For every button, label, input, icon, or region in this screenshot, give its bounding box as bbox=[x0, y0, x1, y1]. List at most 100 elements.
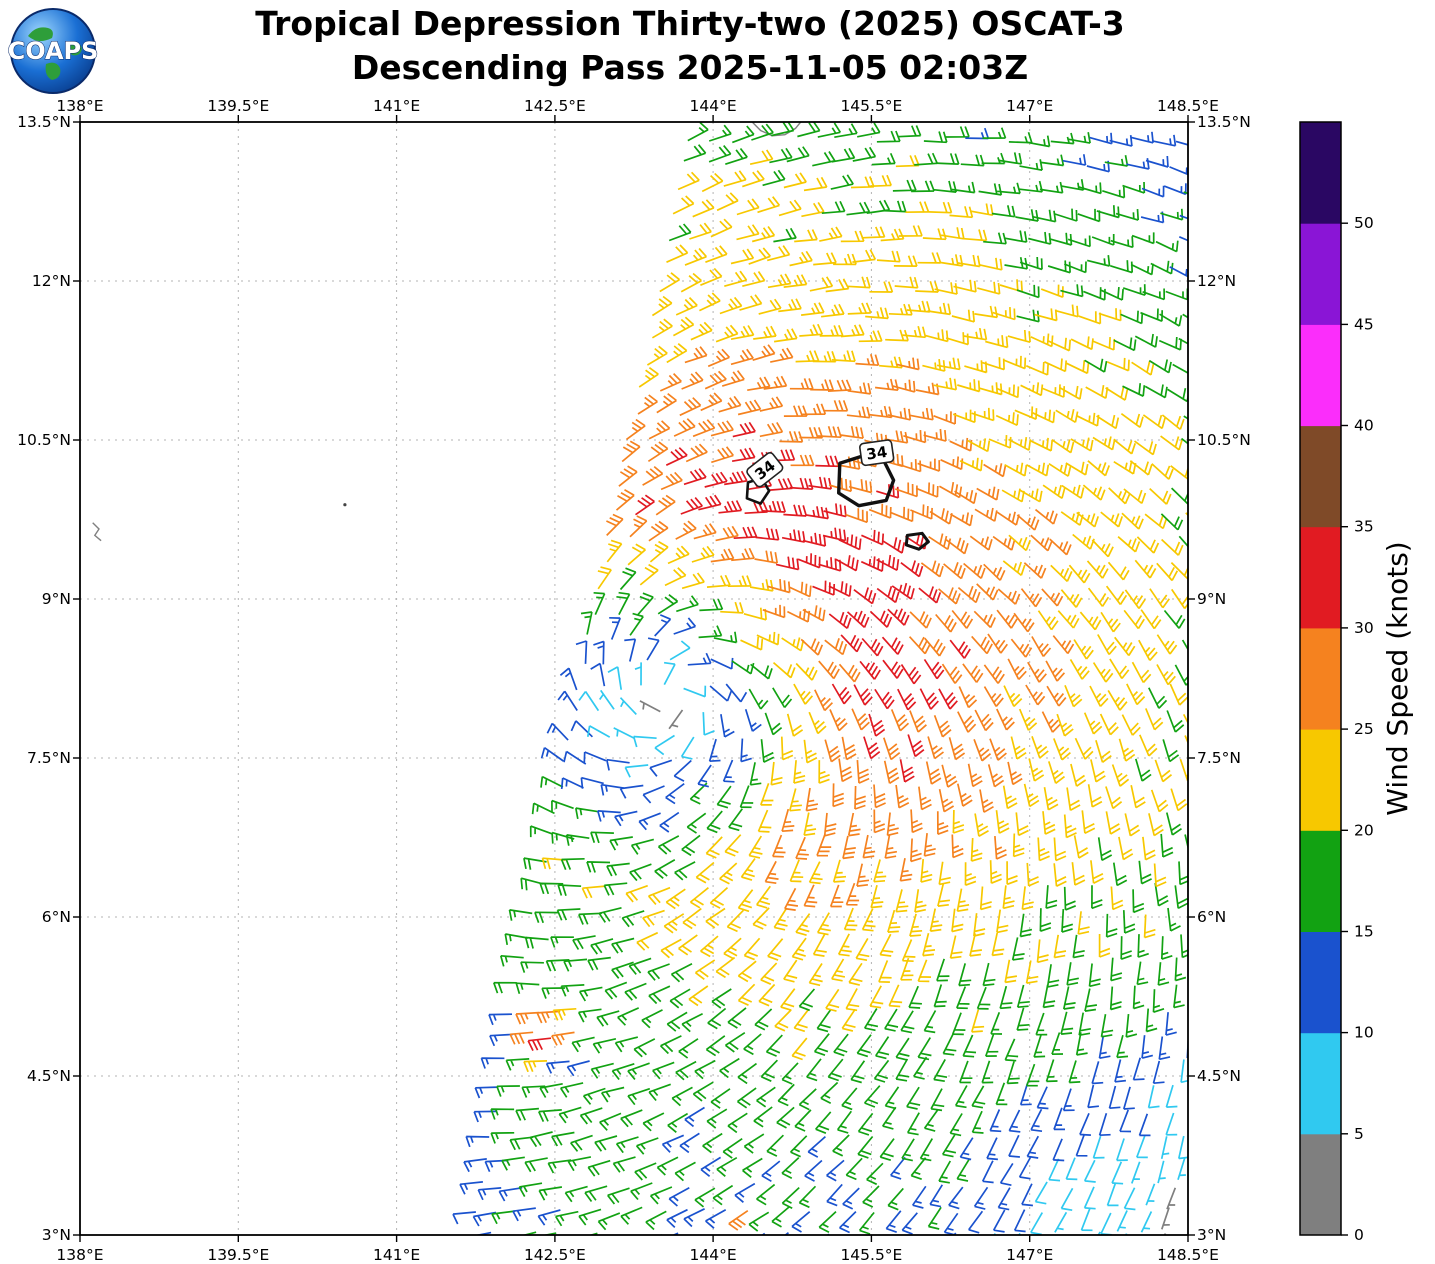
wind-barb bbox=[1047, 260, 1071, 274]
wind-barb bbox=[1130, 131, 1154, 144]
wind-barb bbox=[1016, 984, 1030, 1009]
wind-barb bbox=[1040, 154, 1065, 167]
wind-barb bbox=[639, 700, 661, 713]
wind-barb bbox=[990, 1011, 1003, 1035]
wind-barb bbox=[612, 1156, 636, 1173]
wind-barb bbox=[1108, 487, 1131, 505]
wind-barb bbox=[769, 147, 793, 164]
wind-barb bbox=[1066, 360, 1090, 375]
wind-barb bbox=[1019, 1082, 1032, 1106]
wind-barb bbox=[465, 1135, 490, 1148]
wind-barb bbox=[736, 224, 760, 241]
wind-barb bbox=[857, 1135, 874, 1159]
wind-barb bbox=[716, 785, 732, 809]
wind-barb bbox=[570, 720, 593, 738]
wind-barb bbox=[758, 298, 782, 315]
wind-barb bbox=[847, 302, 872, 315]
y-tick-label: 4.5°N bbox=[1197, 1067, 1241, 1085]
wind-barb bbox=[1134, 758, 1152, 782]
wind-barb bbox=[1041, 588, 1064, 607]
wind-barb bbox=[1055, 409, 1079, 424]
wind-barb bbox=[1145, 1183, 1156, 1206]
colorbar-segment bbox=[1300, 627, 1341, 730]
wind-barb bbox=[737, 1087, 757, 1109]
wind-barb bbox=[534, 911, 558, 924]
wind-barb bbox=[704, 471, 728, 488]
wind-barb bbox=[1098, 1035, 1111, 1060]
wind-barb bbox=[840, 426, 864, 440]
wind-barb bbox=[968, 1210, 984, 1234]
wind-barb bbox=[828, 581, 852, 598]
wind-barb bbox=[620, 1109, 643, 1128]
wind-barb bbox=[798, 1185, 817, 1209]
wind-barb bbox=[566, 1060, 590, 1077]
wind-barb bbox=[1044, 358, 1068, 373]
wind-barb bbox=[1118, 738, 1136, 762]
wind-barb bbox=[586, 861, 611, 873]
wind-barb bbox=[1021, 1183, 1033, 1207]
wind-barb bbox=[847, 382, 872, 395]
wind-barb bbox=[846, 610, 870, 629]
wind-barb bbox=[942, 1032, 957, 1056]
wind-barb bbox=[1145, 155, 1169, 168]
wind-barb bbox=[803, 884, 818, 908]
wind-barb bbox=[808, 861, 823, 885]
wind-barb bbox=[1166, 1187, 1177, 1210]
wind-barb bbox=[619, 567, 637, 591]
wind-barb bbox=[827, 1058, 844, 1082]
wind-barb bbox=[675, 297, 698, 316]
wind-barb bbox=[564, 1185, 588, 1203]
wind-barb bbox=[711, 446, 734, 464]
wind-barb bbox=[983, 563, 1006, 581]
wind-barb bbox=[893, 255, 918, 267]
coastlines bbox=[92, 122, 802, 542]
wind-barb bbox=[885, 1210, 902, 1234]
wind-barb bbox=[976, 583, 999, 601]
wind-barb bbox=[938, 789, 955, 813]
wind-barb bbox=[736, 198, 760, 216]
wind-barb bbox=[700, 392, 723, 412]
wind-barb bbox=[1025, 960, 1039, 984]
wind-barb bbox=[492, 981, 517, 994]
wind-barb bbox=[776, 1106, 795, 1129]
wind-barb bbox=[934, 282, 958, 295]
wind-barb bbox=[1063, 261, 1087, 274]
wind-barb bbox=[773, 328, 798, 343]
wind-barb bbox=[801, 302, 825, 316]
y-tick-label: 10.5°N bbox=[1197, 431, 1251, 449]
wind-barb bbox=[954, 490, 978, 505]
wind-barb bbox=[719, 296, 743, 315]
wind-barb bbox=[660, 1035, 682, 1055]
wind-barb bbox=[577, 1008, 602, 1023]
wind-barb bbox=[815, 1111, 832, 1134]
wind-barb bbox=[663, 913, 685, 934]
wind-barb bbox=[1113, 438, 1137, 455]
wind-barb bbox=[791, 937, 807, 961]
wind-barb bbox=[1020, 588, 1043, 608]
wind-barb bbox=[613, 727, 635, 740]
wind-barb bbox=[948, 1186, 964, 1210]
wind-barb bbox=[791, 1037, 808, 1061]
wind-barb bbox=[609, 616, 621, 640]
wind-barb bbox=[793, 683, 814, 705]
wind-barb bbox=[452, 1211, 476, 1225]
wind-barb bbox=[941, 764, 958, 788]
wind-barb bbox=[1105, 913, 1118, 938]
wind-barb bbox=[1160, 208, 1184, 221]
globe-icon bbox=[10, 8, 96, 94]
wind-barb bbox=[731, 547, 755, 562]
wind-barb bbox=[1064, 684, 1083, 708]
colorbar-segment bbox=[1300, 729, 1341, 831]
wind-barb bbox=[1008, 534, 1031, 552]
wind-barb bbox=[629, 612, 644, 636]
wind-barb bbox=[957, 379, 981, 393]
colorbar-segment bbox=[1300, 425, 1341, 528]
wind-barb bbox=[649, 540, 669, 563]
wind-barb bbox=[459, 1181, 483, 1195]
wind-barb bbox=[1035, 1012, 1048, 1036]
wind-barb bbox=[1107, 561, 1130, 581]
wind-barb bbox=[863, 736, 881, 760]
wind-barb bbox=[722, 759, 735, 783]
wind-barb bbox=[788, 581, 812, 598]
wind-barb bbox=[651, 318, 673, 339]
